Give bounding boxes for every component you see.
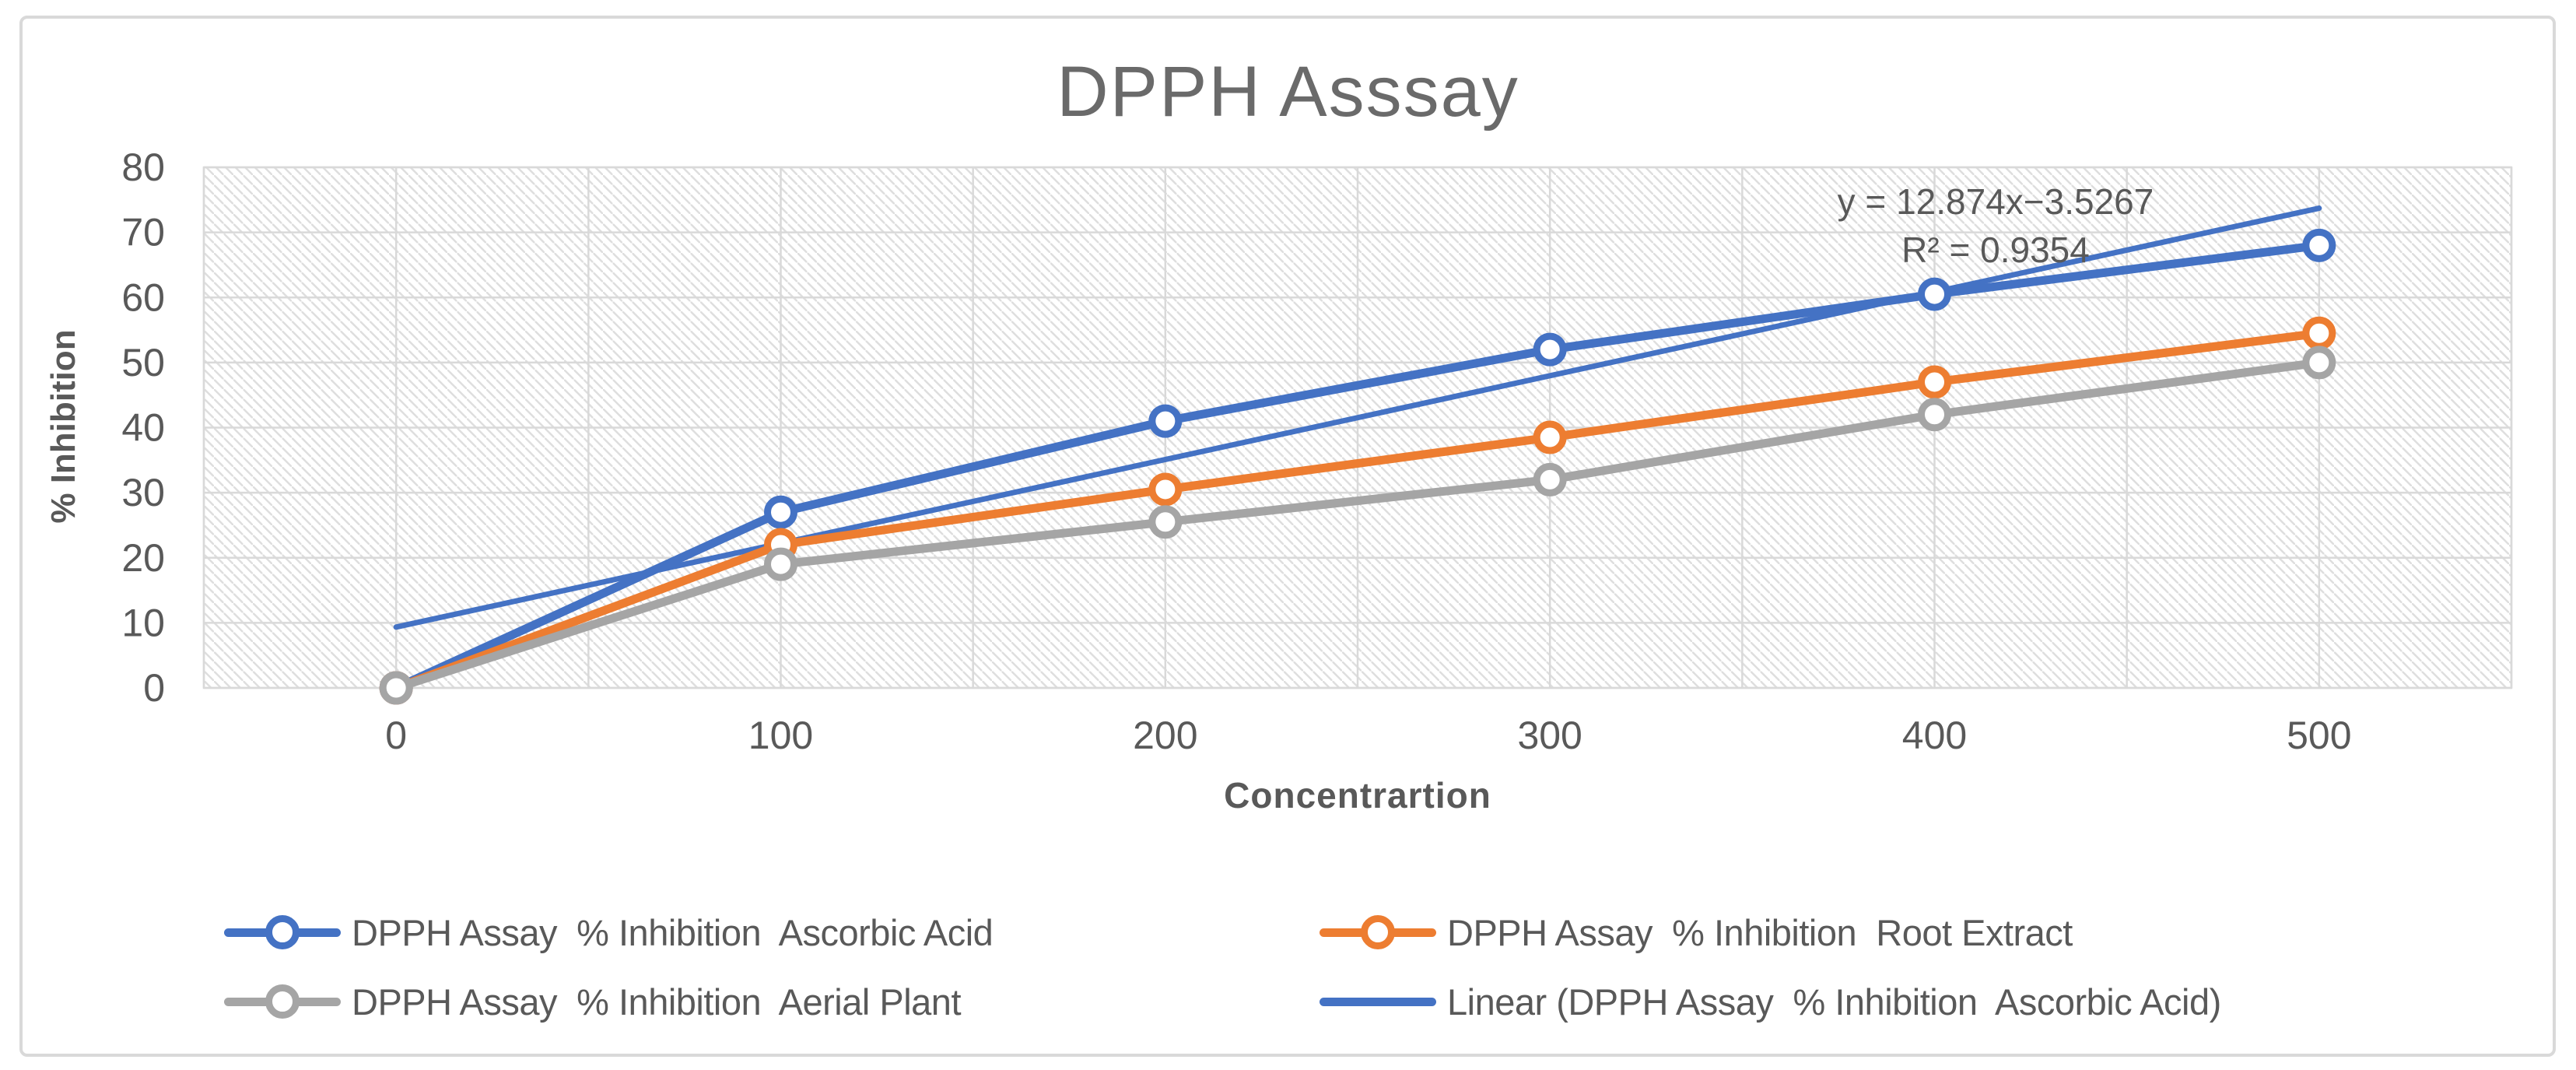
trendline-r-squared: R² = 0.9354 xyxy=(1901,230,2090,270)
plot-area-border xyxy=(202,166,2513,689)
trendline-label[interactable]: y = 12.874x−3.5267 R² = 0.9354 xyxy=(1645,177,2346,274)
legend-label-root-extract: DPPH Assay % Inhibition Root Extract xyxy=(1447,911,2073,953)
legend-sample-line-root-extract xyxy=(1320,915,1436,949)
legend-sample-marker-root-extract xyxy=(1361,915,1395,949)
x-axis-title[interactable]: Concentrartion xyxy=(1224,775,1491,816)
legend-item-aerial-plant[interactable]: DPPH Assay % Inhibition Aerial Plant xyxy=(224,981,962,1023)
data-point-aerial-plant-500[interactable] xyxy=(2302,346,2336,380)
y-tick-label: 0 xyxy=(143,666,165,710)
series-line-root-extract[interactable] xyxy=(391,328,2324,693)
x-tick-label: 100 xyxy=(748,714,813,757)
x-tick-label: 400 xyxy=(1902,714,1967,757)
x-tick-label: 300 xyxy=(1517,714,1582,757)
y-tick-label: 50 xyxy=(121,341,165,384)
y-tick-label: 10 xyxy=(121,601,165,644)
legend-sample-marker-ascorbic-acid xyxy=(265,915,300,949)
y-tick-label: 40 xyxy=(121,406,165,450)
data-point-ascorbic-acid-100[interactable] xyxy=(764,495,797,529)
data-point-ascorbic-acid-500[interactable] xyxy=(2302,228,2336,262)
data-point-root-extract-300[interactable] xyxy=(1533,420,1567,454)
y-tick-label: 30 xyxy=(121,471,165,514)
x-tick-label: 0 xyxy=(385,714,407,757)
x-tick-label: 500 xyxy=(2287,714,2351,757)
legend-sample-line-aerial-plant xyxy=(224,984,341,1019)
data-point-aerial-plant-200[interactable] xyxy=(1148,505,1183,539)
y-tick-label: 60 xyxy=(121,275,165,319)
data-point-ascorbic-acid-300[interactable] xyxy=(1533,332,1567,367)
legend-item-linear-trendline[interactable]: Linear (DPPH Assay % Inhibition Ascorbic… xyxy=(1320,981,2221,1023)
trendline-linear-ascorbic-acid[interactable] xyxy=(393,205,2322,630)
x-tick-label: 200 xyxy=(1133,714,1197,757)
y-tick-label: 20 xyxy=(121,536,165,580)
legend-sample-line-ascorbic-acid xyxy=(224,915,341,949)
x-axis-tick-labels[interactable]: 0 100 200 300 400 500 xyxy=(385,714,2351,757)
series-aerial-plant[interactable] xyxy=(379,346,2336,705)
data-point-aerial-plant-400[interactable] xyxy=(1918,398,1951,432)
data-point-ascorbic-acid-400[interactable] xyxy=(1918,277,1951,311)
legend-sample-marker-aerial-plant xyxy=(265,984,300,1019)
y-tick-label: 70 xyxy=(121,211,165,254)
series-line-aerial-plant[interactable] xyxy=(391,358,2324,693)
trendline-equation: y = 12.874x−3.5267 xyxy=(1837,181,2154,222)
chart-title[interactable]: DPPH Asssay xyxy=(1057,52,1519,132)
series-line-ascorbic-acid[interactable] xyxy=(391,240,2324,693)
data-point-root-extract-200[interactable] xyxy=(1148,472,1183,507)
data-point-aerial-plant-100[interactable] xyxy=(764,547,797,581)
legend-item-root-extract[interactable]: DPPH Assay % Inhibition Root Extract xyxy=(1320,911,2073,953)
legend-sample-line-linear-trendline xyxy=(1320,997,1436,1006)
y-tick-label: 80 xyxy=(121,146,165,189)
legend-label-linear-trendline: Linear (DPPH Assay % Inhibition Ascorbic… xyxy=(1447,981,2221,1023)
data-point-ascorbic-acid-200[interactable] xyxy=(1148,404,1183,438)
data-point-root-extract-400[interactable] xyxy=(1918,365,1951,399)
legend-label-ascorbic-acid: DPPH Assay % Inhibition Ascorbic Acid xyxy=(352,911,994,953)
legend-label-aerial-plant: DPPH Assay % Inhibition Aerial Plant xyxy=(352,981,962,1023)
data-point-root-extract-500[interactable] xyxy=(2302,316,2336,350)
data-point-aerial-plant-0[interactable] xyxy=(379,671,413,705)
data-point-aerial-plant-300[interactable] xyxy=(1533,462,1567,496)
legend-item-ascorbic-acid[interactable]: DPPH Assay % Inhibition Ascorbic Acid xyxy=(224,911,994,953)
y-axis-tick-labels[interactable]: 0 10 20 30 40 50 60 70 80 xyxy=(121,146,165,710)
y-axis-title[interactable]: % Inhibition xyxy=(44,329,82,524)
